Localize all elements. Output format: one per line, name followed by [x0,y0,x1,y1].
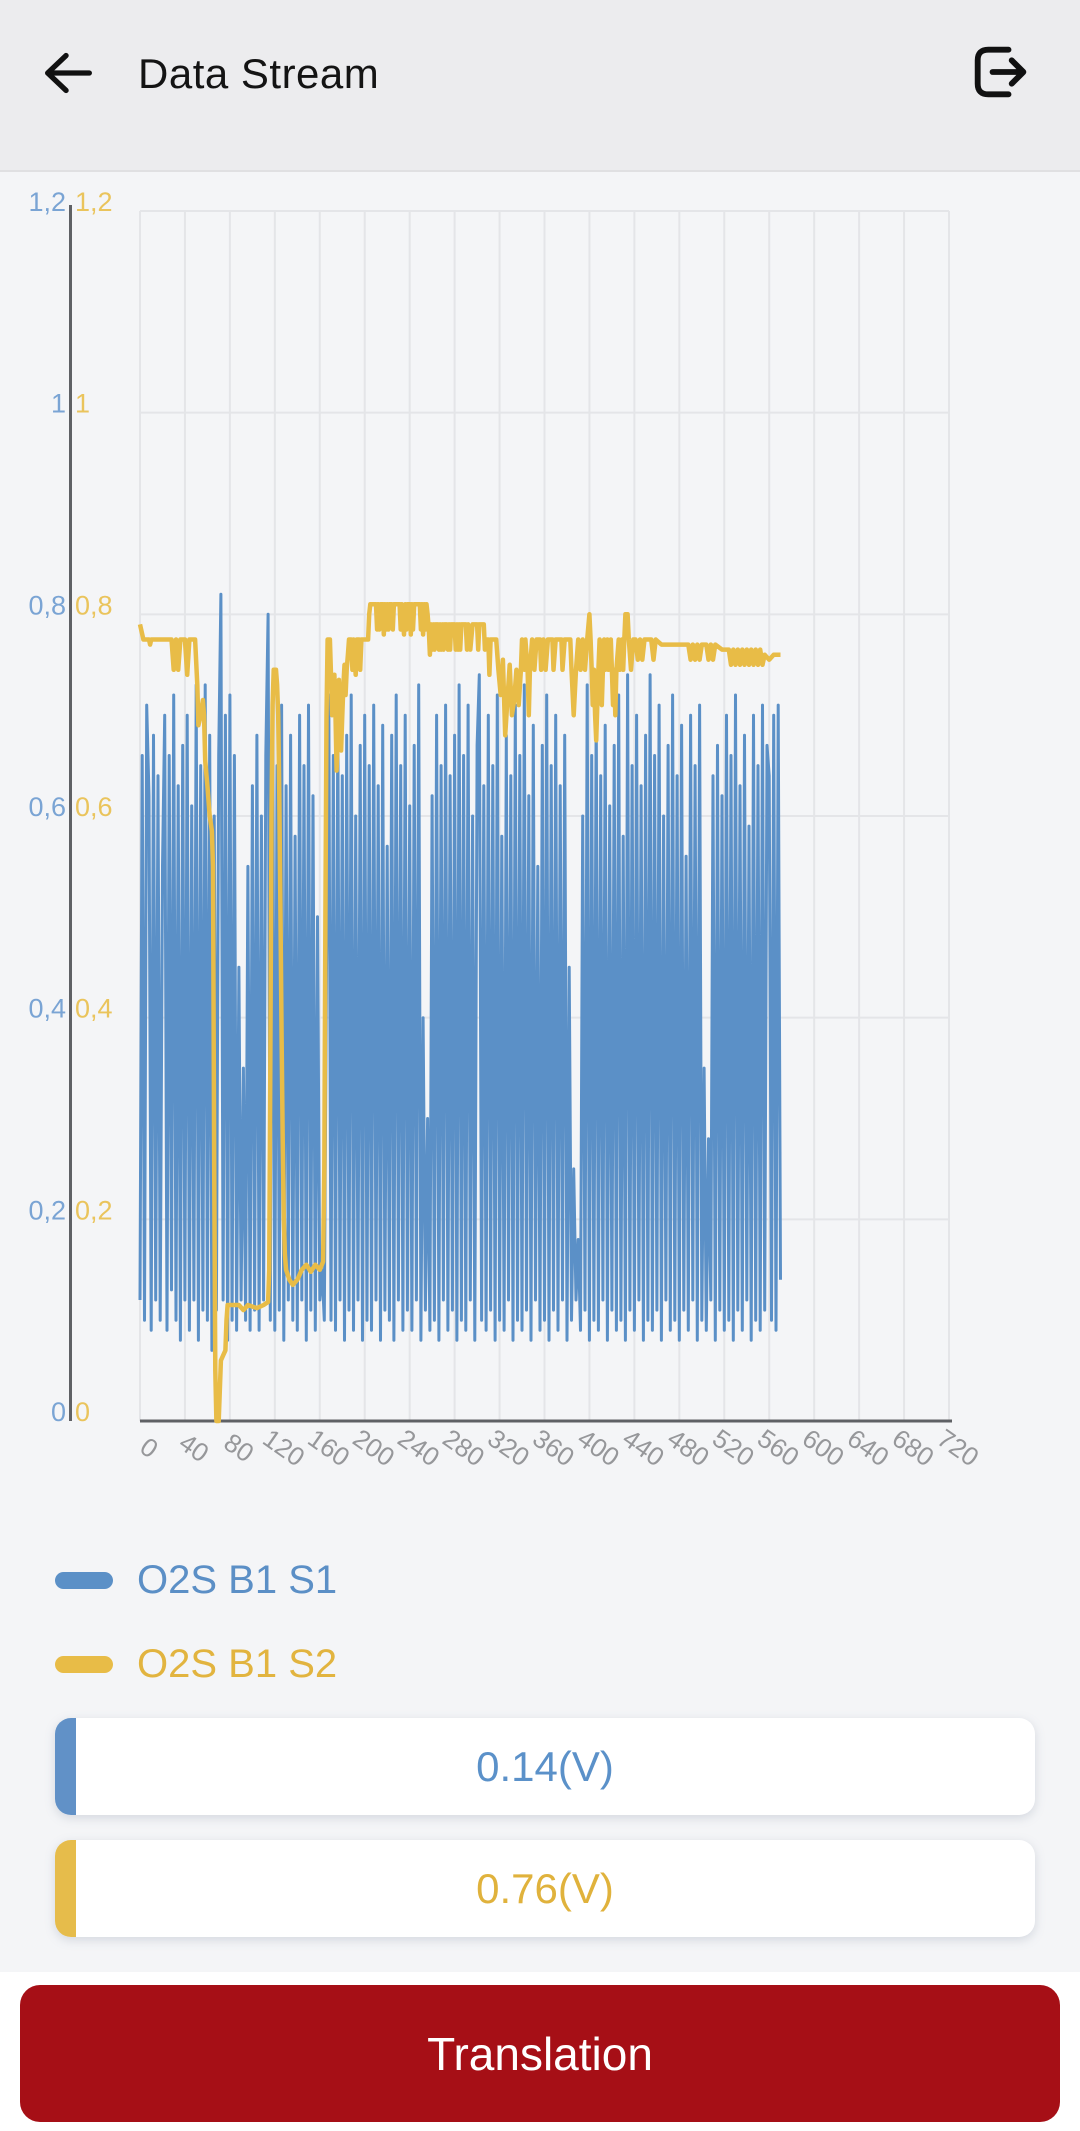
x-tick: 520 [707,1423,760,1472]
x-tick: 480 [662,1423,715,1472]
x-tick: 120 [258,1423,311,1472]
x-tick: 320 [482,1423,535,1472]
x-tick: 200 [348,1423,401,1472]
x-tick: 680 [887,1423,940,1472]
y-tick-yellow: 1,2 [75,187,113,217]
legend-swatch-blue [55,1571,113,1589]
x-tick: 160 [303,1423,356,1472]
card-accent-blue [55,1718,76,1815]
y-tick-yellow: 0 [75,1397,90,1427]
back-arrow-icon [37,42,99,107]
y-tick-yellow: 0,4 [75,994,113,1024]
translation-button[interactable]: Translation [20,1985,1060,2122]
header: Data Stream [0,0,1080,172]
x-tick: 560 [752,1423,805,1472]
x-tick: 640 [842,1423,895,1472]
series-line-o2s-b1-s2 [137,602,781,1424]
x-tick: 240 [392,1423,445,1472]
chart-axes [69,205,952,1423]
x-tick: 600 [797,1423,850,1472]
current-value-card-s2: 0.76(V) [55,1840,1035,1937]
back-button[interactable] [30,36,106,112]
y-tick-blue: 0 [51,1397,66,1427]
o2-sensor-chart[interactable]: 0 0,2 0,4 0,6 0,8 1 1,2 0 0,2 0,4 0,6 0,8 1 1,2 0 40 8… [0,0,1080,1530]
y-tick-blue: 1,2 [28,187,66,217]
y-tick-yellow: 1 [75,389,90,419]
current-value-s1: 0.14(V) [476,1742,614,1790]
x-tick: 40 [174,1427,215,1468]
legend-swatch-yellow [55,1655,113,1673]
y-tick-blue: 1 [51,389,66,419]
y-tick-blue: 0,2 [28,1195,66,1225]
y-tick-blue: 0,4 [28,994,66,1024]
y-tick-blue: 0,8 [28,590,66,620]
x-tick: 440 [617,1423,670,1472]
x-tick: 80 [219,1427,260,1468]
y-tick-yellow: 0,8 [75,590,113,620]
x-axis-labels: 0 40 8012016020024028032036040044048052056… [135,1423,985,1472]
series-line-o2s-b1-s1 [138,592,782,1352]
legend-label: O2S B1 S1 [137,1557,338,1602]
card-accent-yellow [55,1840,76,1937]
legend-item-o2s-b1-s2[interactable]: O2S B1 S2 [55,1642,337,1686]
x-tick: 360 [527,1423,580,1472]
y-axis-labels-blue: 0 0,2 0,4 0,6 0,8 1 1,2 [28,187,66,1427]
x-tick: 280 [437,1423,490,1472]
legend-item-o2s-b1-s1[interactable]: O2S B1 S1 [55,1558,337,1602]
x-tick: 0 [135,1431,164,1464]
y-tick-yellow: 0,6 [75,792,113,822]
export-icon [966,38,1034,109]
x-tick: 400 [572,1423,625,1472]
y-tick-yellow: 0,2 [75,1195,113,1225]
y-axis-labels-yellow: 0 0,2 0,4 0,6 0,8 1 1,2 [75,187,113,1427]
x-tick: 720 [932,1423,985,1472]
y-tick-blue: 0,6 [28,792,66,822]
page-title: Data Stream [138,50,380,97]
current-value-s2: 0.76(V) [476,1864,614,1912]
legend-label: O2S B1 S2 [137,1641,338,1686]
current-value-card-s1: 0.14(V) [55,1718,1035,1815]
export-button[interactable] [962,30,1038,116]
